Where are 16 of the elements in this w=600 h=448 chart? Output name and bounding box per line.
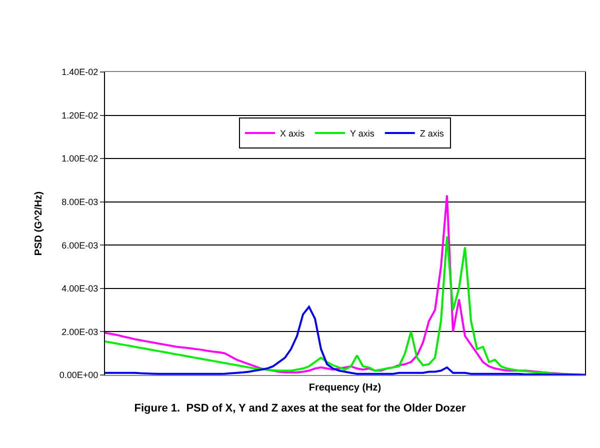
- text: Figure 1. PSD of X, Y and Z axes at the seat for the Older Dozer: [134, 402, 466, 415]
- line-series: [105, 194, 585, 375]
- y-tick-label: 0.00E+00: [59, 370, 98, 380]
- y-tick-label: 4.00E-03: [62, 284, 98, 294]
- legend-label: X axis: [280, 128, 306, 138]
- y-tick-label: 8.00E-03: [62, 197, 98, 208]
- y-axis-title: PSD (G^2/Hz): [33, 191, 44, 256]
- x-axis-title: Frequency (Hz): [308, 382, 382, 394]
- legend-label: Z axis: [420, 128, 444, 138]
- y-tick-label: 1.40E-02: [62, 67, 98, 78]
- y-tick-label: 1.20E-02: [62, 110, 98, 120]
- legend-label: Y axis: [350, 128, 375, 138]
- y-tick-label: 6.00E-03: [62, 240, 98, 250]
- line-series: [105, 306, 585, 375]
- y-tick-label: 2.00E-03: [62, 326, 98, 337]
- y-tick-label: 1.00E-02: [62, 154, 98, 164]
